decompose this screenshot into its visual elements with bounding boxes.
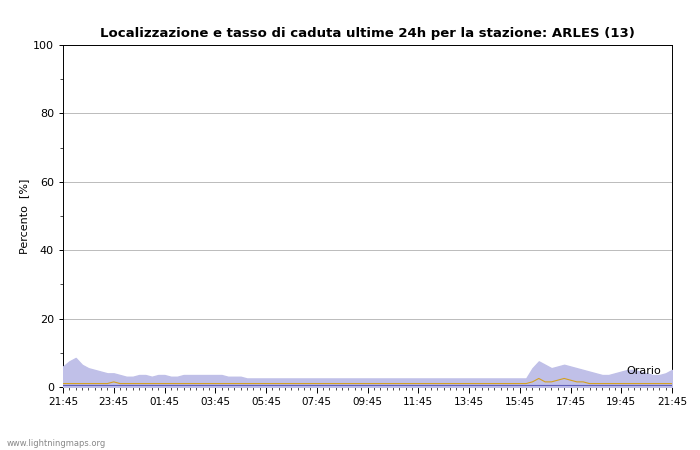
- Title: Localizzazione e tasso di caduta ultime 24h per la stazione: ARLES (13): Localizzazione e tasso di caduta ultime …: [100, 27, 635, 40]
- Text: Orario: Orario: [626, 366, 662, 376]
- Text: www.lightningmaps.org: www.lightningmaps.org: [7, 439, 106, 448]
- Y-axis label: Percento  [%]: Percento [%]: [19, 178, 29, 254]
